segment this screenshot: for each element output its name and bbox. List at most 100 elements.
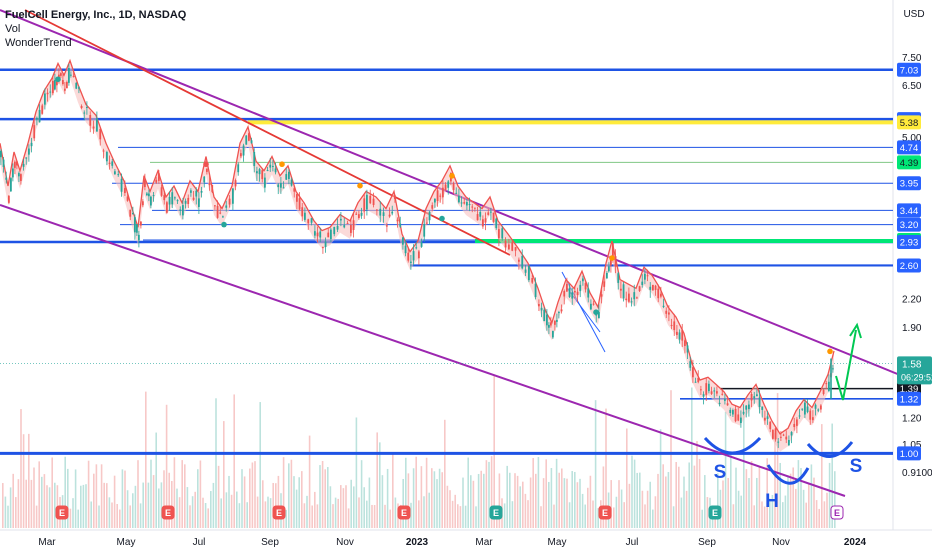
candle-body [256,171,258,174]
candle-body [439,195,442,197]
signal-dot [449,173,455,179]
candle-body [748,404,750,410]
volume-bar [623,502,625,528]
candle-body [214,205,216,207]
volume-bar [537,457,540,528]
volume-bar [189,505,191,528]
volume-bar [431,468,433,528]
volume-bar [342,488,345,528]
volume-bar [574,471,576,528]
candle-body [70,74,72,76]
candle-body [418,251,420,259]
candle-body [487,212,490,215]
candle-body [282,187,285,189]
symbol-title[interactable]: FuelCell Energy, Inc., 1D, NASDAQ [5,9,187,21]
candle-body [30,142,33,147]
volume-bar [787,475,789,528]
candle-body [346,223,349,225]
candle-body [590,303,592,310]
candle-body [628,293,630,302]
candle-body [49,91,52,93]
candle-body [102,150,105,152]
volume-bar [121,469,124,528]
candle-body [391,211,394,214]
volume-bar [680,497,683,528]
earnings-badge-label: E [602,508,608,518]
volume-bar [490,456,493,528]
candle-body [307,219,310,224]
earnings-badge [272,505,286,520]
signal-dot [827,348,833,355]
volume-bar [194,491,196,528]
signal-dot [55,76,61,83]
candle-body [166,202,168,213]
volume-bar [77,509,79,528]
volume-bar [425,457,428,528]
candle-body [686,345,689,353]
wondertrend-cloud [0,60,834,452]
volume-bar [126,490,129,528]
candle-body [804,402,806,415]
projection-arrow [835,329,857,401]
signal-dot [609,255,615,261]
candle-body [498,229,500,239]
signal-dot [439,215,445,222]
volume-bar [626,428,628,528]
candle-body [152,195,155,197]
candle-body [708,383,710,392]
candle-body [582,278,584,282]
candle-body [228,198,231,205]
volume-bar [103,482,105,528]
candle-body [240,153,242,157]
candle-body [806,406,809,413]
candle-body [285,174,288,180]
volume-bar [251,462,254,528]
volume-bar [51,457,53,528]
pattern-label-1: H [765,491,779,512]
volume-bar [771,494,774,528]
volume-bar [594,400,597,528]
wondertrend-indicator-label[interactable]: WonderTrend [5,37,72,49]
volume-bar [615,496,618,528]
candle-body [700,389,702,391]
candle-body [86,107,88,109]
volume-bar [657,473,659,528]
volume-bar [233,394,235,528]
volume-bar [87,460,90,528]
candle-body [716,391,718,394]
volume-bar [90,501,92,528]
candle-body [261,170,264,180]
volume-bar [628,483,631,528]
candle-body [447,181,450,188]
level-box-label: 5.38 [900,118,919,129]
volume-bar [514,473,516,528]
candle-body [46,92,49,95]
volume-bar [743,413,745,528]
candle-body [528,265,530,281]
candle-body [222,216,224,218]
price-tick-label: 1.05 [902,440,922,451]
candle-body [710,391,713,394]
volume-bar [415,456,417,528]
candle-body [250,140,253,144]
volume-bar [35,505,38,528]
candle-body [694,381,697,383]
candle-body [92,126,95,129]
candle-body [501,228,504,239]
level-box-label: 1.32 [900,394,919,405]
volume-bar [191,496,194,528]
candle-body [482,219,484,227]
candle-body [490,211,492,213]
volume-bar [145,391,147,528]
time-tick-label: Nov [772,537,790,548]
candle-body [431,205,434,209]
volume-bar [93,473,95,528]
volume-bar [462,477,464,528]
vol-indicator-label[interactable]: Vol [5,23,21,35]
volume-bar [610,480,612,528]
candle-body [560,309,563,312]
candle-body [740,417,742,423]
candle-body [404,245,407,254]
level-box-label: 2.93 [900,237,919,248]
